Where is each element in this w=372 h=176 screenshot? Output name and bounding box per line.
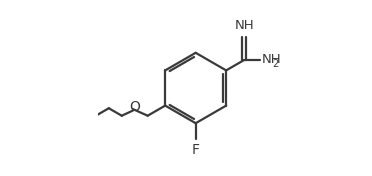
- Text: NH: NH: [261, 53, 281, 66]
- Text: O: O: [129, 100, 140, 114]
- Text: F: F: [192, 143, 200, 157]
- Text: NH: NH: [235, 19, 254, 32]
- Text: 2: 2: [272, 59, 279, 69]
